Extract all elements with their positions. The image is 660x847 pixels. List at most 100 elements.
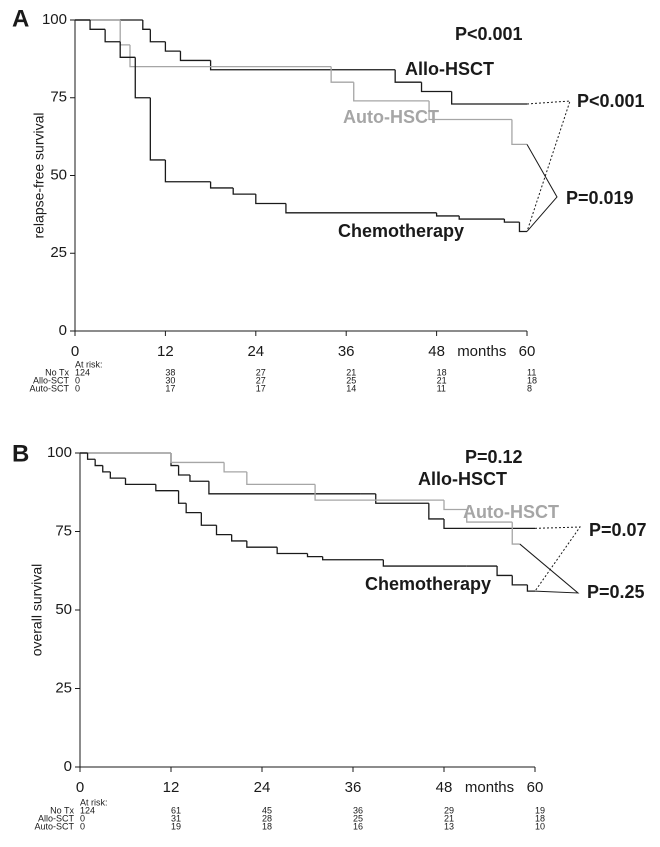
survival-step bbox=[177, 465, 190, 476]
at-risk-count: 11 bbox=[437, 383, 446, 393]
comparison-bracket bbox=[519, 543, 580, 594]
at-risk-count: 18 bbox=[527, 375, 537, 385]
survival-step bbox=[394, 69, 422, 83]
survival-step bbox=[314, 484, 444, 501]
survival-step bbox=[119, 20, 130, 46]
x-tick-label: 48 bbox=[428, 343, 445, 360]
at-risk-count: 21 bbox=[444, 813, 454, 823]
survival-step bbox=[451, 91, 527, 105]
y-tick-label: 50 bbox=[50, 166, 67, 183]
survival-step bbox=[124, 478, 156, 486]
survival-step bbox=[223, 462, 247, 473]
p-value: P<0.001 bbox=[577, 91, 645, 111]
survival-step bbox=[435, 212, 460, 217]
survival-step bbox=[246, 540, 278, 548]
survival-step bbox=[231, 534, 247, 542]
chart-title: P=0.12 bbox=[465, 447, 523, 467]
x-tick-label: 60 bbox=[519, 343, 536, 360]
at-risk-label: At risk: bbox=[75, 359, 103, 369]
survival-step bbox=[185, 503, 202, 514]
at-risk-count: 10 bbox=[535, 821, 545, 831]
survival-step bbox=[503, 219, 520, 223]
comparison-bracket bbox=[534, 526, 581, 592]
survival-step bbox=[86, 453, 96, 460]
survival-step bbox=[119, 41, 136, 58]
survival-step bbox=[420, 82, 452, 93]
at-risk-count: 30 bbox=[165, 375, 175, 385]
at-risk-label: At risk: bbox=[80, 797, 108, 807]
legend-label: Auto-HSCT bbox=[463, 502, 559, 522]
at-risk-count: 0 bbox=[80, 821, 85, 831]
panel-letter: B bbox=[12, 440, 29, 467]
at-risk-row-name: No Tx bbox=[45, 367, 69, 377]
at-risk-row-name: No Tx bbox=[50, 805, 74, 815]
survival-step bbox=[232, 187, 256, 195]
survival-step bbox=[129, 44, 332, 68]
x-tick-label: 48 bbox=[436, 779, 453, 796]
survival-step bbox=[142, 20, 151, 30]
at-risk-count: 18 bbox=[437, 367, 447, 377]
survival-step bbox=[149, 97, 166, 161]
survival-step bbox=[511, 522, 520, 545]
survival-step bbox=[209, 181, 234, 189]
survival-step bbox=[209, 60, 396, 71]
chart-title: P<0.001 bbox=[455, 24, 523, 44]
x-tick-label: 24 bbox=[247, 343, 264, 360]
survival-step bbox=[170, 453, 179, 467]
at-risk-count: 36 bbox=[353, 805, 363, 815]
y-tick-label: 0 bbox=[59, 322, 67, 339]
at-risk-count: 16 bbox=[353, 821, 363, 831]
at-risk-count: 8 bbox=[527, 383, 532, 393]
at-risk-row-name: Auto-SCT bbox=[34, 821, 74, 831]
at-risk-count: 21 bbox=[346, 367, 356, 377]
survival-step bbox=[109, 471, 126, 479]
p-value: P=0.07 bbox=[589, 520, 647, 540]
at-risk-row-name: Allo-SCT bbox=[38, 813, 75, 823]
at-risk-count: 11 bbox=[527, 367, 536, 377]
at-risk-count: 19 bbox=[535, 805, 545, 815]
x-axis-label: months bbox=[457, 343, 506, 360]
survival-step bbox=[155, 484, 179, 492]
survival-step bbox=[170, 453, 225, 464]
at-risk-count: 29 bbox=[444, 805, 454, 815]
survival-step bbox=[200, 512, 217, 526]
survival-step bbox=[428, 503, 444, 520]
survival-step bbox=[382, 559, 467, 567]
at-risk-count: 31 bbox=[171, 813, 181, 823]
survival-step bbox=[164, 159, 211, 183]
x-tick-label: 0 bbox=[71, 343, 79, 360]
y-axis-label: overall survival bbox=[29, 564, 45, 657]
legend-label: Auto-HSCT bbox=[343, 107, 439, 127]
y-tick-label: 25 bbox=[50, 244, 67, 261]
panel-letter: A bbox=[12, 5, 29, 32]
comparison-bracket bbox=[526, 144, 558, 232]
survival-step bbox=[330, 66, 354, 83]
survival-step bbox=[94, 459, 103, 467]
survival-step bbox=[164, 41, 181, 52]
survival-step bbox=[306, 553, 323, 558]
at-risk-count: 13 bbox=[444, 821, 454, 831]
survival-step bbox=[134, 57, 151, 99]
x-tick-label: 24 bbox=[254, 779, 271, 796]
at-risk-count: 28 bbox=[262, 813, 272, 823]
y-tick-label: 100 bbox=[47, 444, 72, 461]
survival-step bbox=[428, 100, 512, 121]
survival-step bbox=[285, 203, 437, 214]
at-risk-count: 19 bbox=[171, 821, 181, 831]
x-tick-label: 12 bbox=[157, 343, 174, 360]
x-axis-label: months bbox=[465, 779, 514, 796]
at-risk-count: 0 bbox=[80, 813, 85, 823]
p-value: P=0.25 bbox=[587, 582, 645, 602]
at-risk-count: 45 bbox=[262, 805, 272, 815]
survival-step bbox=[511, 575, 528, 586]
y-tick-label: 100 bbox=[42, 11, 67, 28]
y-axis-label: relapse-free survival bbox=[31, 112, 47, 238]
y-tick-label: 25 bbox=[55, 679, 72, 696]
at-risk-count: 124 bbox=[80, 805, 95, 815]
p-value: P=0.019 bbox=[566, 188, 634, 208]
y-tick-label: 75 bbox=[55, 522, 72, 539]
at-risk-count: 27 bbox=[256, 367, 266, 377]
at-risk-count: 18 bbox=[262, 821, 272, 831]
at-risk-count: 17 bbox=[165, 383, 175, 393]
